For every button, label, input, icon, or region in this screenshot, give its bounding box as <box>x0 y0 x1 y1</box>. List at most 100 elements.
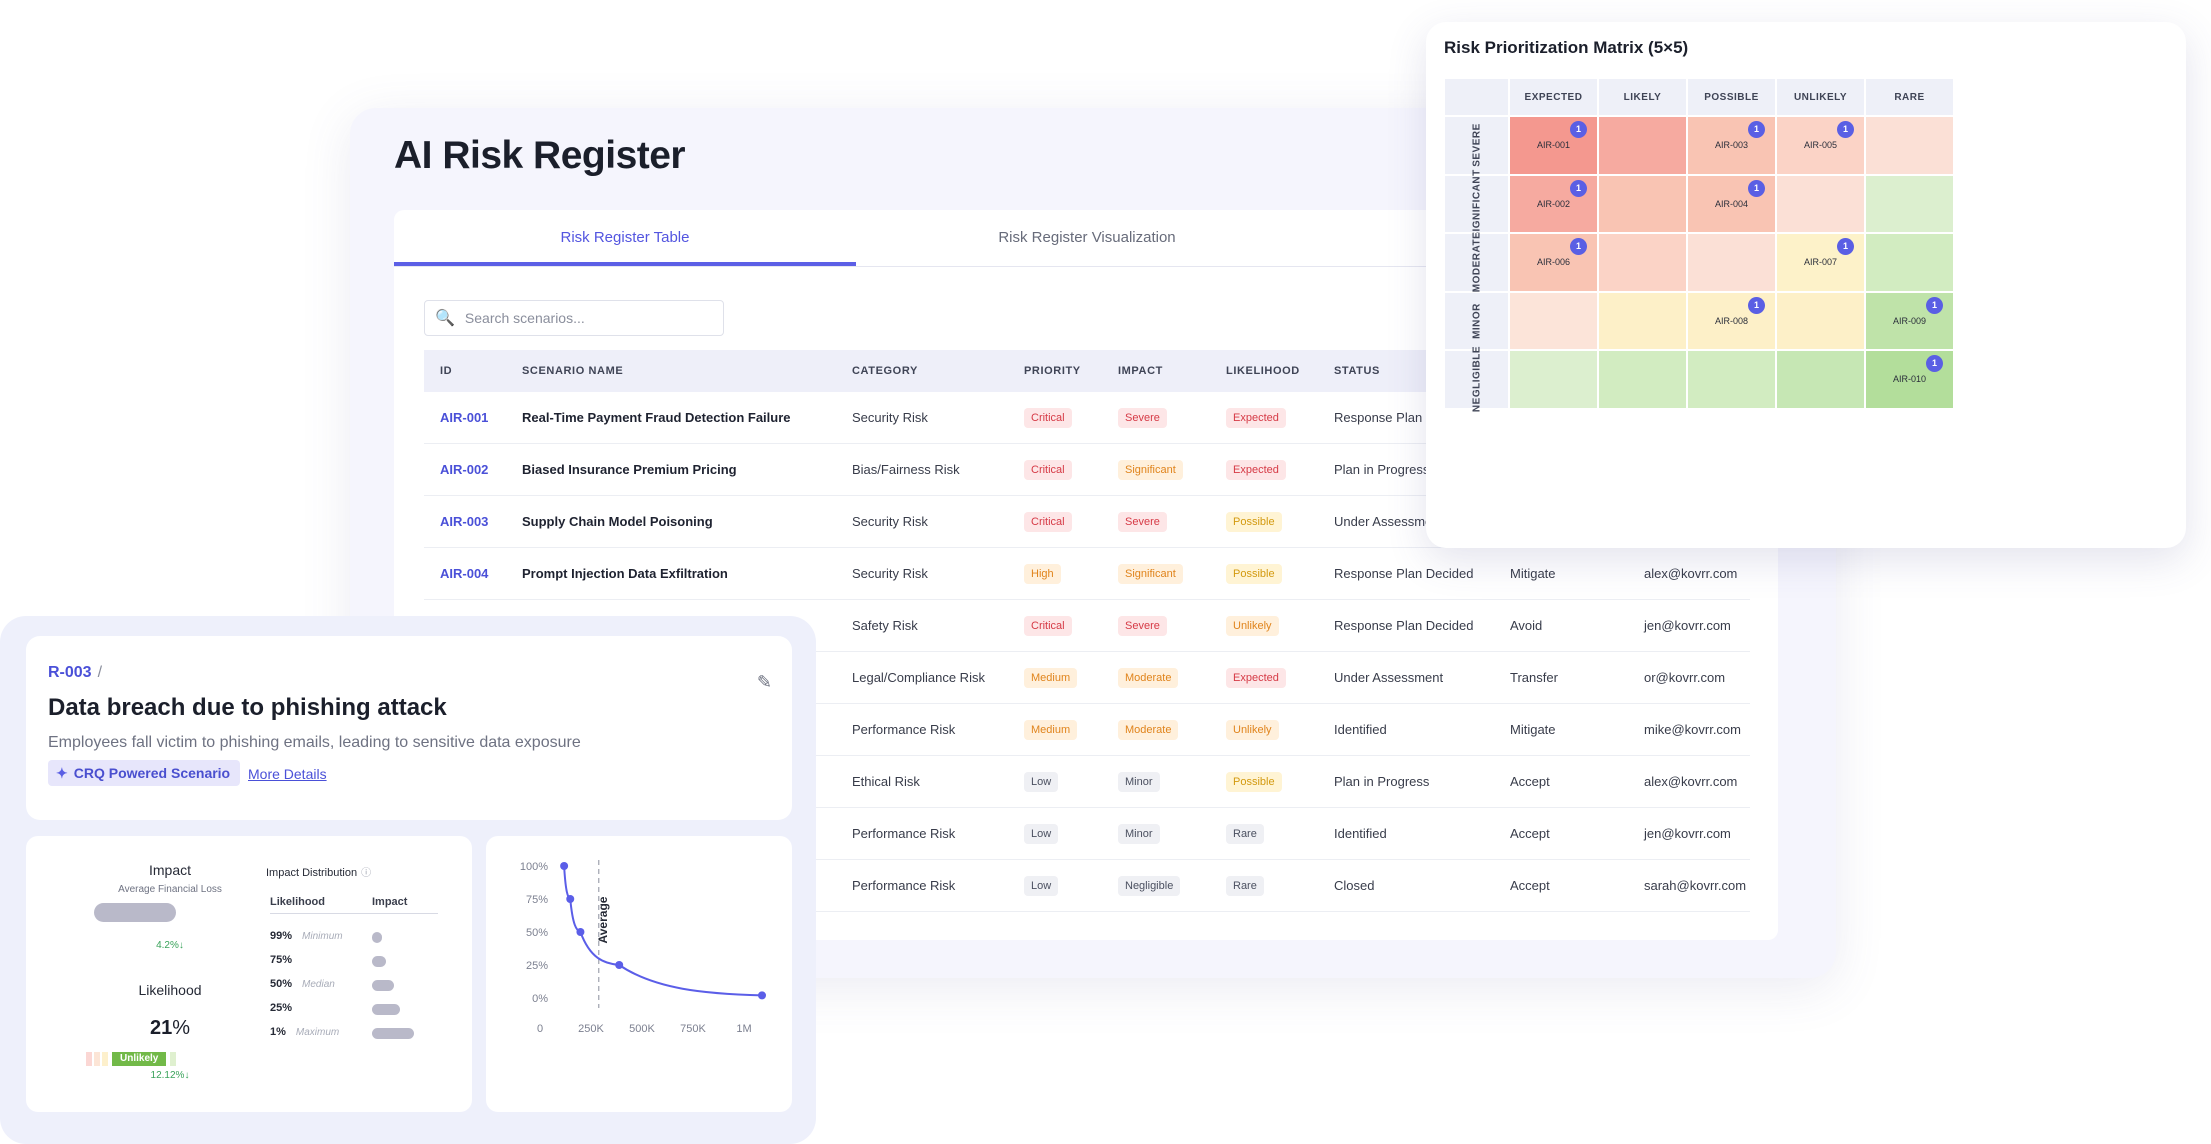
tab-risk-register-table[interactable]: Risk Register Table <box>394 210 856 266</box>
matrix-cell[interactable] <box>1687 233 1776 292</box>
tab-risk-register-visualization[interactable]: Risk Register Visualization <box>998 229 1176 246</box>
column-header-id[interactable]: ID <box>440 365 453 377</box>
curve-point[interactable] <box>560 862 569 870</box>
scenario-id-link[interactable]: R-003 <box>48 664 92 681</box>
matrix-cell[interactable] <box>1509 291 1598 350</box>
edit-pencil-icon[interactable]: ✎ <box>756 672 772 692</box>
likelihood-scale <box>86 1052 176 1066</box>
matrix-cell[interactable]: AIR-006 1 <box>1509 233 1598 292</box>
matrix-risk-id[interactable]: AIR-007 <box>1803 257 1838 268</box>
matrix-risk-id[interactable]: AIR-004 <box>1714 198 1749 209</box>
priority-cell-pill: Critical <box>1024 511 1072 532</box>
owner-cell: mike@kovrr.com <box>1628 703 1750 756</box>
curve-point[interactable] <box>566 895 575 903</box>
matrix-risk-id[interactable]: AIR-006 <box>1536 257 1571 268</box>
matrix-col-header: RARE <box>1865 78 1954 116</box>
search-input[interactable] <box>462 309 707 327</box>
risk-id-link[interactable]: AIR-002 <box>424 443 506 496</box>
matrix-row-label: NEGLIGIBLE <box>1471 346 1482 413</box>
matrix-cell[interactable]: AIR-004 1 <box>1687 174 1776 233</box>
matrix-cell[interactable]: AIR-008 1 <box>1687 291 1776 350</box>
treatment-cell: Avoid <box>1494 599 1628 652</box>
matrix-count-badge: 1 <box>1837 238 1854 255</box>
matrix-cell[interactable] <box>1598 174 1687 233</box>
table-row[interactable]: AIR-004 Prompt Injection Data Exfiltratio… <box>424 547 1750 600</box>
y-tick-label: 0% <box>532 993 548 1005</box>
matrix-cell[interactable] <box>1509 350 1598 409</box>
matrix-risk-id[interactable]: AIR-002 <box>1536 198 1571 209</box>
impact-cell: Severe <box>1102 599 1210 652</box>
risk-id-link[interactable]: AIR-001 <box>424 392 506 444</box>
matrix-risk-id[interactable]: AIR-008 <box>1714 315 1749 326</box>
column-header-status[interactable]: STATUS <box>1334 365 1380 377</box>
matrix-cell[interactable]: AIR-007 1 <box>1776 233 1865 292</box>
scenario-title: Data breach due to phishing attack <box>48 694 447 721</box>
distribution-note: Maximum <box>295 1027 340 1038</box>
more-details-link[interactable]: More Details <box>248 766 327 782</box>
priority-cell-pill: High <box>1024 563 1061 584</box>
scenario-description: Employees fall victim to phishing emails… <box>48 734 581 751</box>
distribution-row: 50% Median <box>270 978 335 990</box>
matrix-cell[interactable] <box>1687 350 1776 409</box>
matrix-cell[interactable] <box>1776 350 1865 409</box>
curve-point[interactable] <box>615 961 624 969</box>
column-header-impact[interactable]: IMPACT <box>1118 365 1163 377</box>
priority-cell-pill: Critical <box>1024 459 1072 480</box>
matrix-cell[interactable]: AIR-001 1 <box>1509 116 1598 175</box>
risk-matrix-card: Risk Prioritization Matrix (5×5) EXPECTE… <box>1426 22 2186 548</box>
column-header-scenario-name[interactable]: SCENARIO NAME <box>522 365 624 377</box>
curve-point[interactable] <box>758 991 766 1000</box>
matrix-cell[interactable] <box>1598 350 1687 409</box>
matrix-cell[interactable] <box>1865 116 1954 175</box>
scale-segment-possible <box>102 1052 108 1066</box>
matrix-cell[interactable]: AIR-002 1 <box>1509 174 1598 233</box>
x-tick-label: 1M <box>736 1023 751 1035</box>
likelihood-cell-pill: Expected <box>1226 407 1286 428</box>
matrix-cell[interactable] <box>1598 233 1687 292</box>
owner-cell: alex@kovrr.com <box>1628 755 1750 808</box>
info-icon[interactable]: ⓘ <box>361 868 372 879</box>
matrix-cell[interactable]: AIR-009 1 <box>1865 291 1954 350</box>
matrix-risk-id[interactable]: AIR-005 <box>1803 140 1838 151</box>
impact-likelihood-card: Impact Average Financial Loss 4.2%↓ Like… <box>26 836 472 1112</box>
distribution-row: 1% Maximum <box>270 1026 339 1038</box>
distribution-pct: 75% <box>270 954 293 966</box>
column-header-category[interactable]: CATEGORY <box>852 365 918 377</box>
risk-id-link[interactable]: AIR-003 <box>424 495 506 548</box>
status-cell: Closed <box>1318 859 1494 912</box>
column-header-priority[interactable]: PRIORITY <box>1024 365 1081 377</box>
status-cell: Response Plan Decided <box>1318 599 1494 652</box>
priority-cell: High <box>1008 547 1102 600</box>
likelihood-cell: Rare <box>1210 807 1318 860</box>
column-header-likelihood[interactable]: LIKELIHOOD <box>1226 365 1300 377</box>
matrix-risk-id[interactable]: AIR-001 <box>1536 140 1571 151</box>
matrix-cell[interactable] <box>1865 174 1954 233</box>
matrix-risk-id[interactable]: AIR-003 <box>1714 140 1749 151</box>
matrix-cell[interactable] <box>1776 174 1865 233</box>
likelihood-cell-pill: Expected <box>1226 667 1286 688</box>
matrix-risk-id[interactable]: AIR-009 <box>1892 315 1927 326</box>
matrix-cell[interactable]: AIR-003 1 <box>1687 116 1776 175</box>
scenario-header-card: R-003 / Data breach due to phishing attac… <box>26 636 792 820</box>
matrix-cell[interactable] <box>1865 233 1954 292</box>
impact-cell: Minor <box>1102 807 1210 860</box>
matrix-cell[interactable] <box>1776 291 1865 350</box>
matrix-cell[interactable] <box>1598 116 1687 175</box>
distribution-row: 25% <box>270 1002 292 1014</box>
matrix-cell[interactable] <box>1598 291 1687 350</box>
risk-id-link[interactable]: AIR-004 <box>424 547 506 600</box>
curve-point[interactable] <box>576 928 585 936</box>
matrix-cell[interactable]: AIR-005 1 <box>1776 116 1865 175</box>
matrix-risk-id[interactable]: AIR-010 <box>1892 374 1927 385</box>
matrix-count-badge: 1 <box>1570 121 1587 138</box>
search-box[interactable]: 🔍 <box>424 300 724 336</box>
scenario-name-cell: Real-Time Payment Fraud Detection Failur… <box>506 392 836 444</box>
impact-value-redacted <box>94 903 176 922</box>
status-cell: Identified <box>1318 807 1494 860</box>
matrix-row-label: MINOR <box>1471 302 1482 339</box>
matrix-cell[interactable]: AIR-010 1 <box>1865 350 1954 409</box>
matrix-corner <box>1444 78 1509 116</box>
tab-bar: Risk Register Table Risk Register Visual… <box>394 210 1778 267</box>
matrix-row-label: SIGNIFICANT <box>1471 169 1482 239</box>
impact-cell: Severe <box>1102 392 1210 444</box>
